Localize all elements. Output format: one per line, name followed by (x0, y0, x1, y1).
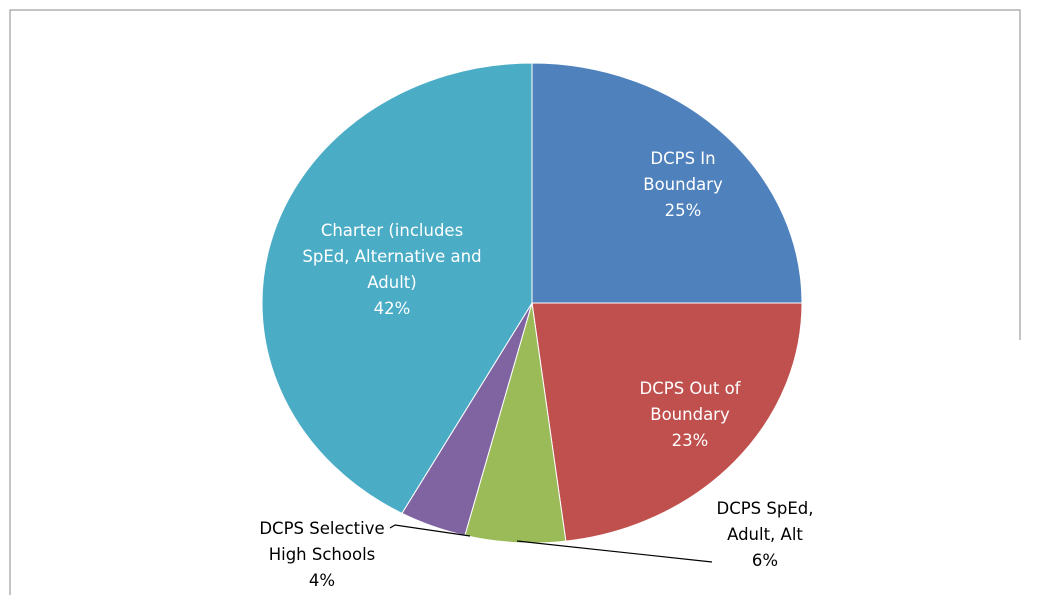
slice-label: DCPS SpEd, Adult, Alt 6% (715, 496, 815, 574)
category-label: DCPS Out of Boundary (639, 379, 741, 424)
category-label: DCPS SpEd, Adult, Alt (716, 499, 814, 544)
category-label: DCPS Selective High Schools (259, 519, 385, 564)
pie (261, 62, 803, 544)
leader-line (389, 524, 471, 537)
value-label: 25% (664, 201, 702, 220)
value-label: 42% (373, 299, 411, 318)
pie-slice (531, 62, 803, 304)
pie-slice (531, 302, 803, 542)
slice-label: DCPS Selective High Schools 4% (252, 516, 392, 594)
pie-slice (261, 62, 533, 514)
leader-line (516, 540, 713, 563)
value-label: 23% (671, 431, 709, 450)
category-label: DCPS In Boundary (643, 149, 723, 194)
value-label: 6% (751, 551, 779, 570)
slice-label: DCPS In Boundary 25% (628, 146, 738, 224)
slice-label: Charter (includes SpEd, Alternative and … (297, 218, 487, 322)
value-label: 4% (308, 571, 336, 590)
category-label: Charter (includes SpEd, Alternative and … (302, 221, 482, 292)
slice-label: DCPS Out of Boundary 23% (620, 376, 760, 454)
chart-frame (9, 9, 1021, 595)
